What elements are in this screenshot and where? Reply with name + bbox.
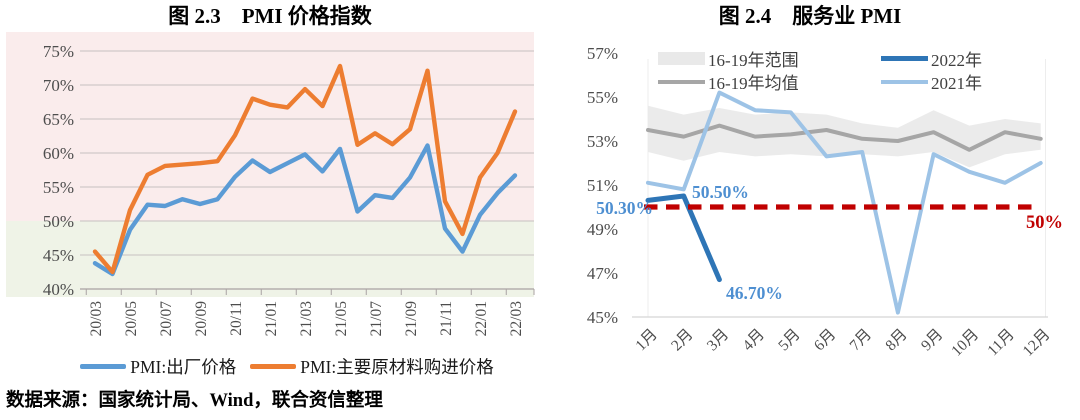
svg-text:4月: 4月 <box>739 326 767 354</box>
svg-text:50.50%: 50.50% <box>692 182 749 202</box>
legend-label: PMI:主要原材料购进价格 <box>300 357 494 377</box>
svg-text:50.30%: 50.30% <box>596 198 653 218</box>
svg-text:20/03: 20/03 <box>88 301 105 337</box>
legend-label: 2021年 <box>931 74 982 93</box>
svg-text:12月: 12月 <box>1020 326 1054 360</box>
svg-text:40%: 40% <box>43 280 74 299</box>
chart2-title: 图 2.4 服务业 PMI <box>718 4 902 28</box>
svg-text:2月: 2月 <box>668 326 696 354</box>
svg-text:70%: 70% <box>43 76 74 95</box>
svg-text:55%: 55% <box>587 88 618 107</box>
line-2021-swatch <box>881 79 928 84</box>
data-series <box>92 63 518 277</box>
services-pmi-chart: 50% 57% 55% 53% 51% 49% 47% 45% 1月 2月 3月 4月 5月 6月 7月 8月… <box>587 44 1063 360</box>
svg-text:65%: 65% <box>43 110 74 129</box>
svg-text:1月: 1月 <box>632 326 660 354</box>
svg-text:50%: 50% <box>43 212 74 231</box>
raw-material-price-swatch <box>250 364 297 369</box>
y-axis-labels: 75% 70% 65% 60% 55% 50% 45% 40% <box>43 42 74 299</box>
line-2022-swatch <box>881 56 928 61</box>
x-axis-labels: 1月 2月 3月 4月 5月 6月 7月 8月 9月 10月 11月 12月 <box>632 326 1053 360</box>
services-pmi-panel: 图 2.4 服务业 PMI 50% 57% 55% 53% 51% 49% 47% 45% 1月… <box>540 0 1080 420</box>
svg-text:21/05: 21/05 <box>333 301 350 337</box>
svg-text:60%: 60% <box>43 144 74 163</box>
legend-label: 2022年 <box>931 51 982 70</box>
svg-text:20/09: 20/09 <box>193 301 210 337</box>
legend-item-2022: 2022年 <box>881 46 982 71</box>
svg-text:75%: 75% <box>43 42 74 61</box>
chart1-legend: PMI:出厂价格 PMI:主要原材料购进价格 <box>34 354 540 379</box>
pmi-price-chart: 75%70%65%60%55%50%45%40%20/03 20/05 20/07 2… <box>6 32 535 337</box>
svg-text:47%: 47% <box>587 264 618 283</box>
svg-text:45%: 45% <box>587 308 618 327</box>
x-axis-labels: 20/03 20/05 20/07 20/09 20/11 21/01 21/03 21/05… <box>88 301 525 337</box>
svg-text:7月: 7月 <box>847 326 875 354</box>
svg-text:51%: 51% <box>587 176 618 195</box>
svg-text:21/11: 21/11 <box>438 301 455 336</box>
svg-text:21/07: 21/07 <box>368 301 385 337</box>
svg-text:20/07: 20/07 <box>158 301 175 337</box>
data-series <box>645 90 1043 315</box>
legend-label: 16-19年均值 <box>708 74 799 93</box>
legend-label: PMI:出厂价格 <box>130 357 237 377</box>
range-band <box>648 105 1041 168</box>
svg-text:5月: 5月 <box>775 326 803 354</box>
legend-item-2021: 2021年 <box>881 69 982 94</box>
data-source-note: 数据来源：国家统计局、Wind，联合资信整理 <box>6 391 383 411</box>
svg-text:8月: 8月 <box>882 326 910 354</box>
svg-text:21/01: 21/01 <box>263 301 280 336</box>
svg-text:46.70%: 46.70% <box>726 283 783 303</box>
svg-text:49%: 49% <box>587 220 618 239</box>
mean-line-swatch <box>658 79 705 84</box>
legend-item-mean-16-19: 16-19年均值 <box>658 69 799 94</box>
svg-text:6月: 6月 <box>811 326 839 354</box>
legend-label: 16-19年范围 <box>708 51 799 70</box>
svg-text:10月: 10月 <box>948 326 982 360</box>
svg-text:21/03: 21/03 <box>298 301 315 337</box>
range-band-swatch <box>658 52 705 65</box>
svg-text:55%: 55% <box>43 178 74 197</box>
svg-text:21/09: 21/09 <box>403 301 420 337</box>
legend-item-factory-price: PMI:出厂价格 <box>80 354 236 379</box>
svg-text:9月: 9月 <box>918 326 946 354</box>
svg-text:22/03: 22/03 <box>508 301 525 337</box>
gridlines <box>80 50 534 256</box>
svg-text:3月: 3月 <box>704 326 732 354</box>
svg-text:50%: 50% <box>1026 213 1063 233</box>
svg-text:20/05: 20/05 <box>123 301 140 337</box>
svg-text:57%: 57% <box>587 44 618 63</box>
svg-text:20/11: 20/11 <box>228 301 245 336</box>
threshold-zones <box>6 32 534 297</box>
svg-text:45%: 45% <box>43 246 74 265</box>
x-axis <box>80 288 535 295</box>
y-axis-labels: 57% 55% 53% 51% 49% 47% 45% <box>587 44 618 327</box>
factory-price-swatch <box>80 364 127 369</box>
svg-text:22/01: 22/01 <box>473 301 490 336</box>
value-annotations: 50.30% 50.50% 46.70% <box>596 182 783 303</box>
legend-item-range-16-19: 16-19年范围 <box>658 46 799 71</box>
pmi-price-panel: 图 2.3 PMI 价格指数 75% 70% 65% 60% 55% 50% 45% 40% 2… <box>6 4 540 379</box>
svg-text:53%: 53% <box>587 132 618 151</box>
chart1-title: 图 2.3 PMI 价格指数 <box>168 4 372 28</box>
legend-item-raw-material-price: PMI:主要原材料购进价格 <box>250 354 494 379</box>
svg-text:11月: 11月 <box>984 326 1018 360</box>
